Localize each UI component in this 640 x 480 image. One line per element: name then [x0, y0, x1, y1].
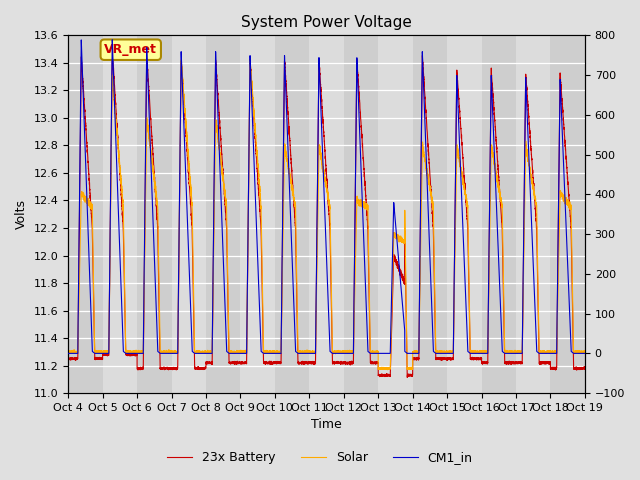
- 23x Battery: [94, 355, 102, 361]
- Text: VR_met: VR_met: [104, 43, 157, 56]
- Bar: [102, 36, 137, 393]
- CM1_in: [64, 350, 72, 356]
- Bar: [241, 36, 275, 393]
- 23x Battery: [202, 359, 210, 365]
- CM1_in: [380, 350, 388, 356]
- Bar: [206, 36, 241, 393]
- Bar: [68, 36, 102, 393]
- Solar: [246, 57, 254, 62]
- 23x Battery: [108, 47, 116, 53]
- CM1_in: [388, 281, 396, 287]
- 23x Battery: [380, 372, 388, 377]
- 23x Battery: [573, 367, 580, 372]
- CM1_in: [94, 350, 102, 356]
- Solar: [202, 349, 210, 355]
- Bar: [309, 36, 344, 393]
- Line: Solar: Solar: [68, 60, 585, 370]
- Bar: [137, 36, 172, 393]
- Bar: [344, 36, 378, 393]
- Solar: [64, 349, 72, 355]
- CM1_in: [581, 350, 589, 356]
- 23x Battery: [472, 356, 480, 361]
- 23x Battery: [403, 374, 411, 380]
- CM1_in: [108, 37, 116, 43]
- Solar: [94, 349, 102, 355]
- 23x Battery: [388, 318, 396, 324]
- Line: 23x Battery: 23x Battery: [68, 50, 585, 377]
- Bar: [481, 36, 516, 393]
- Solar: [388, 302, 396, 308]
- CM1_in: [202, 350, 210, 356]
- Bar: [378, 36, 413, 393]
- 23x Battery: [64, 356, 72, 361]
- Bar: [172, 36, 206, 393]
- Y-axis label: Volts: Volts: [15, 199, 28, 229]
- Solar: [573, 349, 580, 355]
- X-axis label: Time: Time: [311, 419, 342, 432]
- Solar: [472, 348, 480, 354]
- CM1_in: [472, 350, 480, 356]
- Title: System Power Voltage: System Power Voltage: [241, 15, 412, 30]
- Solar: [581, 349, 589, 355]
- Line: CM1_in: CM1_in: [68, 40, 585, 353]
- Legend: 23x Battery, Solar, CM1_in: 23x Battery, Solar, CM1_in: [163, 446, 477, 469]
- 23x Battery: [581, 366, 589, 372]
- Bar: [413, 36, 447, 393]
- Bar: [550, 36, 585, 393]
- Bar: [447, 36, 481, 393]
- Solar: [383, 367, 391, 372]
- Bar: [275, 36, 309, 393]
- Solar: [380, 366, 388, 372]
- Bar: [516, 36, 550, 393]
- CM1_in: [573, 350, 580, 356]
